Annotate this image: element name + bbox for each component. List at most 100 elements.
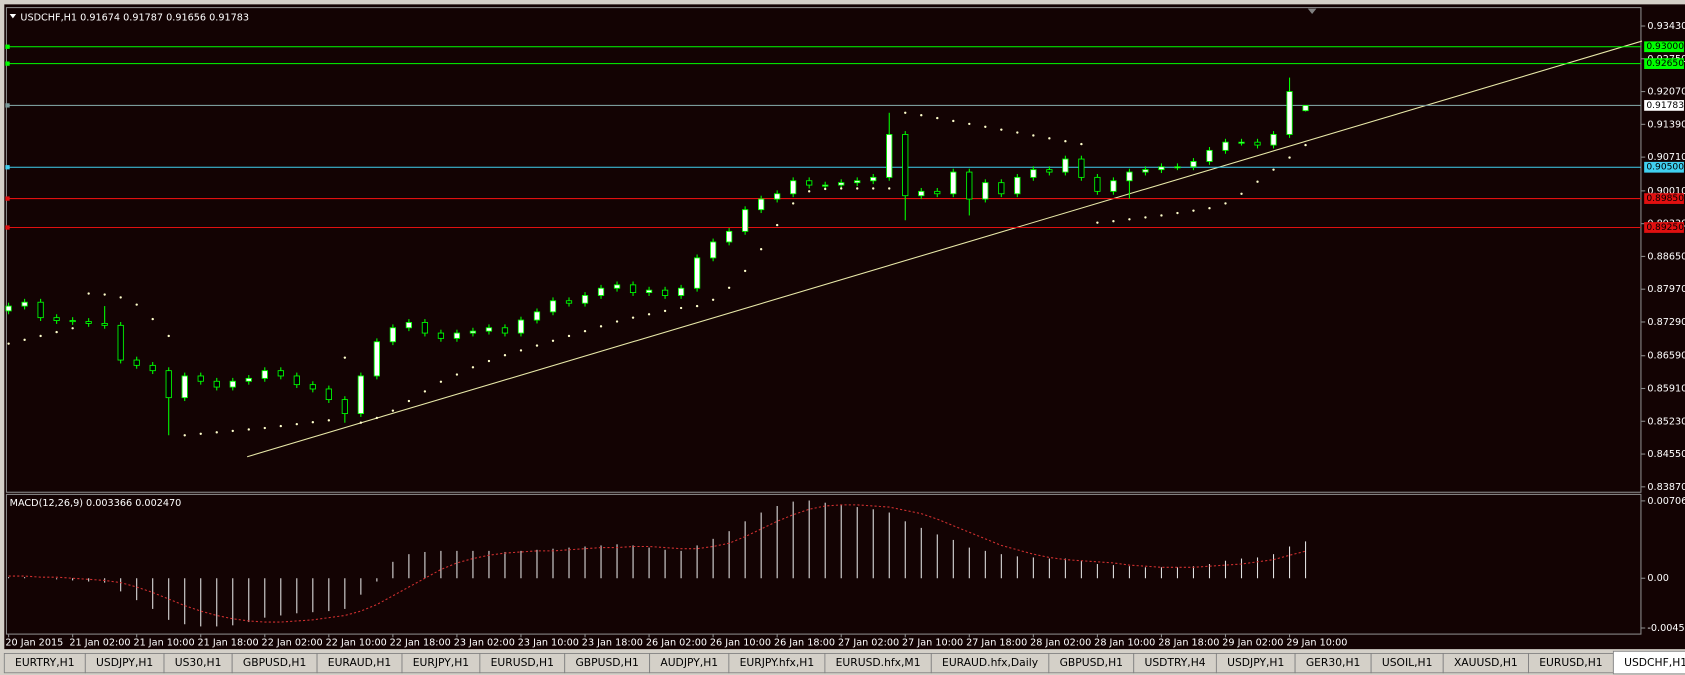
level-price-label: 0.89850 [1646, 194, 1684, 204]
tab-label[interactable]: EURAUD,H1 [328, 656, 391, 669]
candle-body [693, 257, 701, 289]
x-tick-label: 21 Jan 02:00 [69, 638, 130, 649]
tab-label[interactable]: USDJPY,H1 [1227, 656, 1284, 669]
tab-label[interactable]: US30,H1 [175, 656, 222, 669]
sar-dot [295, 422, 298, 426]
tab-label[interactable]: USDTRY,H4 [1144, 656, 1205, 669]
tab-label[interactable]: EURUSD,H1 [1539, 656, 1602, 669]
candle-body [1254, 141, 1261, 146]
candle-body [918, 190, 925, 197]
sar-dot [375, 416, 379, 420]
tab-label[interactable]: EURAUD.hfx,Daily [942, 656, 1039, 669]
tab-label[interactable]: AUDJPY,H1 [660, 656, 718, 669]
tab-label[interactable]: EURUSD.hfx,M1 [836, 656, 921, 669]
tab-label[interactable]: GER30,H1 [1306, 656, 1361, 669]
y-tick-label: 0.00 [1647, 573, 1669, 584]
candle-body [69, 320, 76, 323]
sar-dot [215, 431, 218, 434]
sar-dot [984, 125, 987, 128]
candle-body [1286, 91, 1293, 135]
candle-body [661, 289, 669, 296]
sar-dot [151, 317, 154, 321]
sar-dot [1000, 128, 1003, 131]
sar-dot [423, 390, 427, 393]
sar-dot [743, 269, 747, 273]
candle-body [85, 321, 92, 324]
tab-label[interactable]: USDCHF,H1 [1624, 656, 1685, 669]
sar-dot [1240, 192, 1243, 195]
sar-dot [631, 316, 635, 319]
candle-body [1270, 134, 1277, 146]
sar-dot [952, 119, 955, 123]
candle-body [453, 332, 461, 339]
sar-dot [1016, 131, 1019, 134]
level-price-box [1644, 161, 1684, 173]
level-anchor [5, 103, 10, 108]
x-tick-label: 28 Jan 10:00 [1094, 638, 1155, 649]
sar-dot [135, 303, 138, 306]
x-tick-label: 22 Jan 18:00 [390, 638, 451, 649]
tab-label[interactable]: USOIL,H1 [1382, 656, 1433, 669]
candle-body [37, 301, 44, 319]
candle-body [341, 399, 348, 414]
candle-body [838, 182, 845, 186]
candle-body [645, 289, 653, 294]
sar-dot [311, 421, 315, 424]
sar-dot [1128, 218, 1131, 221]
candle-body [5, 305, 12, 312]
level-anchor [5, 196, 10, 201]
tab-label[interactable]: GBPUSD,H1 [1060, 656, 1123, 669]
candle-body [261, 370, 268, 379]
level-anchor [5, 165, 10, 170]
sar-dot [1272, 168, 1275, 171]
sar-dot [71, 327, 74, 330]
x-tick-label: 28 Jan 18:00 [1158, 638, 1219, 649]
tab-label[interactable]: EURJPY.hfx,H1 [740, 656, 815, 669]
tab-label[interactable]: GBPUSD,H1 [575, 656, 638, 669]
candle-body [117, 324, 124, 361]
candle-body [870, 176, 877, 182]
x-tick-label: 29 Jan 10:00 [1286, 638, 1347, 649]
sar-dot [808, 190, 811, 193]
x-tick-label: 22 Jan 10:00 [326, 638, 387, 649]
sar-dot [519, 349, 523, 352]
candle-body [1030, 169, 1037, 178]
sar-dot [968, 122, 971, 126]
sar-dot [119, 296, 122, 299]
y-tick-label: 0.85230 [1647, 416, 1685, 427]
sar-dot [647, 313, 651, 316]
candle-body [373, 341, 380, 377]
candle-body [629, 284, 637, 294]
sar-dot [824, 187, 827, 191]
sar-dot [279, 424, 282, 428]
sar-dot [759, 248, 763, 251]
candle-body [133, 359, 140, 366]
level-price-box [1644, 193, 1684, 204]
tab-label[interactable]: GBPUSD,H1 [243, 656, 306, 669]
candle-body [597, 287, 605, 296]
tab-label[interactable]: EURJPY,H1 [413, 656, 469, 669]
tab-label[interactable]: USDJPY,H1 [96, 656, 153, 669]
sar-dot [391, 409, 395, 412]
tab-label[interactable]: EURUSD,H1 [491, 656, 554, 669]
candle-body [1094, 176, 1101, 192]
sar-dot [1192, 209, 1195, 212]
tab-label[interactable]: EURTRY,H1 [15, 656, 75, 669]
tab-label[interactable]: XAUUSD,H1 [1454, 656, 1518, 669]
sar-dot [439, 380, 443, 383]
sar-dot [343, 356, 347, 359]
candle-body [309, 384, 316, 390]
sar-dot [567, 334, 571, 338]
sar-dot [103, 293, 106, 296]
candle-body [485, 327, 493, 332]
candle-body [293, 375, 300, 386]
y-tick-label: 0.84550 [1647, 449, 1685, 460]
candle-body [277, 370, 284, 377]
level-price-box [1644, 100, 1684, 111]
sar-dot [55, 330, 58, 334]
candle-body [726, 230, 733, 243]
y-tick-label: 0.87290 [1647, 317, 1685, 328]
candle-body [421, 322, 429, 334]
tab[interactable] [1612, 650, 1685, 675]
